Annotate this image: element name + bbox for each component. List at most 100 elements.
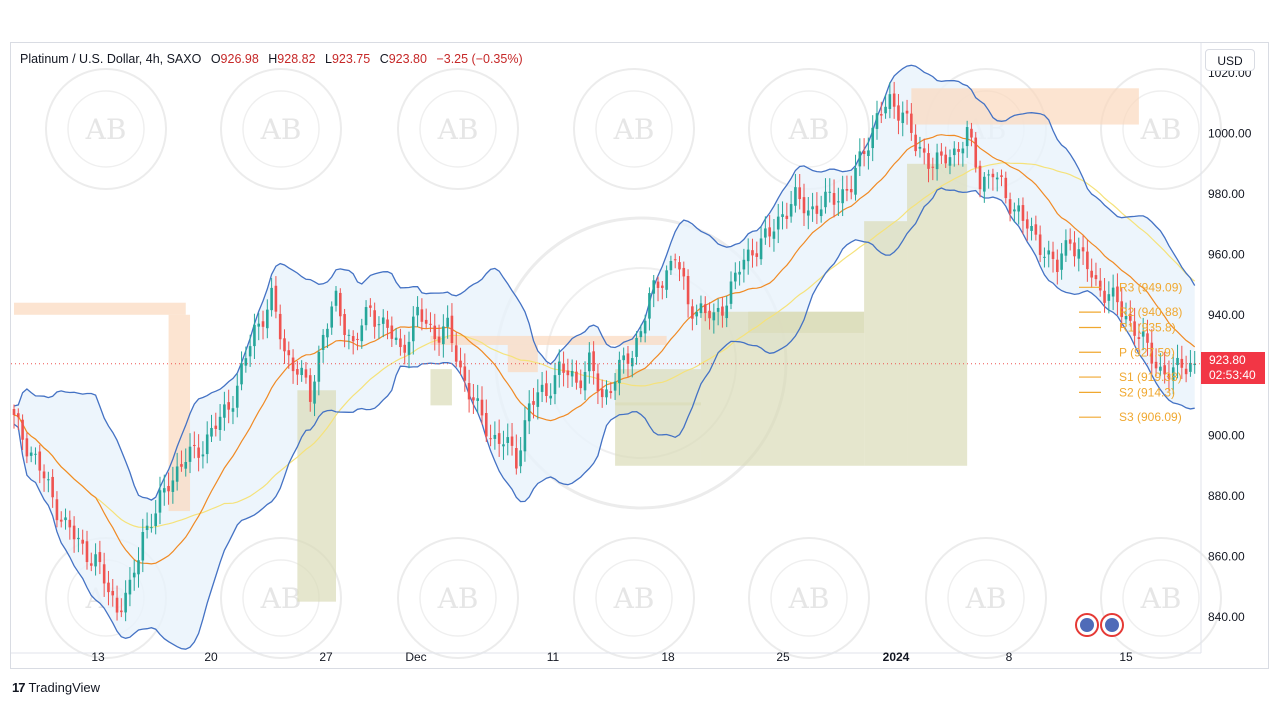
currency-button[interactable]: USD bbox=[1205, 49, 1255, 71]
candle-body bbox=[914, 134, 917, 152]
candle-body bbox=[1176, 357, 1179, 366]
candle-body bbox=[369, 305, 372, 308]
watermark-seal bbox=[220, 537, 342, 659]
candle-body bbox=[570, 370, 574, 377]
candle-body bbox=[278, 313, 282, 340]
time-tick-label: 2024 bbox=[883, 650, 910, 664]
candle-body bbox=[85, 541, 89, 563]
candle-body bbox=[618, 359, 621, 384]
candle-body bbox=[879, 114, 883, 116]
candle-body bbox=[1025, 219, 1029, 229]
candle-body bbox=[772, 231, 776, 239]
candle-body bbox=[1013, 209, 1016, 212]
candle-body bbox=[416, 306, 419, 316]
candle-body bbox=[1133, 321, 1136, 336]
candle-body bbox=[639, 331, 643, 338]
candle-body bbox=[549, 395, 552, 399]
candle-body bbox=[214, 425, 218, 429]
sma-line bbox=[13, 162, 1196, 528]
candle-body bbox=[875, 113, 879, 129]
watermark-text: AB bbox=[437, 113, 479, 146]
candle-body bbox=[231, 408, 235, 412]
watermark-text: AB bbox=[788, 113, 830, 146]
candle-body bbox=[1120, 301, 1124, 318]
candle-body bbox=[1068, 239, 1072, 244]
candle-body bbox=[240, 363, 243, 385]
watermark-text: AB bbox=[613, 113, 655, 146]
pivot-level-label: S2 (914.3) bbox=[1119, 385, 1175, 399]
candle-body bbox=[686, 276, 690, 305]
candle-body bbox=[98, 552, 102, 563]
candle-body bbox=[334, 290, 338, 306]
watermark-seal bbox=[925, 537, 1047, 659]
price-tick-label: 940.00 bbox=[1208, 308, 1245, 322]
candle-body bbox=[313, 381, 316, 404]
price-tick-label: 840.00 bbox=[1208, 610, 1245, 624]
candle-body bbox=[935, 152, 939, 170]
candle-body bbox=[798, 187, 802, 200]
candle-body bbox=[115, 597, 119, 613]
candle-body bbox=[596, 373, 600, 392]
candle-body bbox=[922, 148, 926, 153]
candle-body bbox=[330, 306, 334, 328]
watermark-seal-inner bbox=[67, 90, 145, 168]
candle-body bbox=[661, 285, 664, 288]
pivot-level-label: R2 (940.88) bbox=[1119, 305, 1182, 319]
candle-body bbox=[407, 341, 411, 355]
candle-body bbox=[403, 344, 407, 353]
price-tick-label: 960.00 bbox=[1208, 247, 1245, 261]
footer-brand[interactable]: 17 TradingView bbox=[12, 680, 100, 695]
candle-body bbox=[871, 127, 874, 149]
candle-body bbox=[167, 485, 170, 492]
candle-body bbox=[1094, 275, 1098, 280]
candle-body bbox=[742, 259, 746, 270]
candle-body bbox=[34, 453, 37, 455]
candle-body bbox=[545, 383, 548, 396]
candle-body bbox=[695, 312, 698, 317]
candle-body bbox=[849, 188, 853, 193]
candle-body bbox=[158, 490, 162, 513]
close-label: C bbox=[379, 52, 389, 66]
candle-body bbox=[197, 447, 200, 458]
candle-body bbox=[360, 325, 364, 342]
candle-body bbox=[669, 260, 673, 271]
candle-body bbox=[802, 197, 806, 214]
candle-body bbox=[29, 452, 33, 456]
candle-body bbox=[734, 272, 737, 282]
candle-body bbox=[141, 532, 145, 561]
candle-body bbox=[266, 309, 269, 329]
price-zone bbox=[168, 314, 191, 512]
candle-body bbox=[540, 384, 544, 392]
candle-body bbox=[25, 438, 29, 457]
candle-body bbox=[575, 371, 578, 383]
candle-body bbox=[978, 165, 982, 190]
candle-body bbox=[476, 398, 479, 401]
last-price: 923.80 bbox=[1209, 353, 1246, 367]
chart-canvas[interactable]: ABABABABABABABABABABABABABABR3 (949.09)R… bbox=[11, 43, 1270, 670]
candle-body bbox=[944, 154, 947, 164]
candle-body bbox=[1167, 373, 1171, 379]
time-tick-label: 27 bbox=[319, 650, 333, 664]
candle-body bbox=[557, 361, 561, 375]
candle-body bbox=[1073, 242, 1076, 257]
bollinger-upper-line bbox=[13, 64, 1196, 501]
candle-body bbox=[940, 151, 943, 156]
candle-body bbox=[643, 320, 647, 334]
low-label: L bbox=[325, 52, 332, 66]
candle-body bbox=[1047, 250, 1051, 255]
candle-body bbox=[583, 372, 587, 391]
candle-body bbox=[218, 416, 222, 430]
candle-body bbox=[905, 110, 909, 114]
candle-body bbox=[630, 358, 634, 367]
candle-body bbox=[532, 401, 535, 405]
watermark-seal-inner bbox=[242, 90, 320, 168]
candle-body bbox=[729, 281, 733, 304]
candle-body bbox=[381, 317, 385, 324]
watermark-seal bbox=[573, 537, 695, 659]
time-tick-label: 18 bbox=[661, 650, 675, 664]
candle-body bbox=[952, 148, 956, 156]
candle-body bbox=[132, 572, 136, 578]
candle-body bbox=[755, 253, 759, 257]
candle-body bbox=[394, 337, 398, 341]
bollinger-lower-line bbox=[13, 187, 1195, 650]
